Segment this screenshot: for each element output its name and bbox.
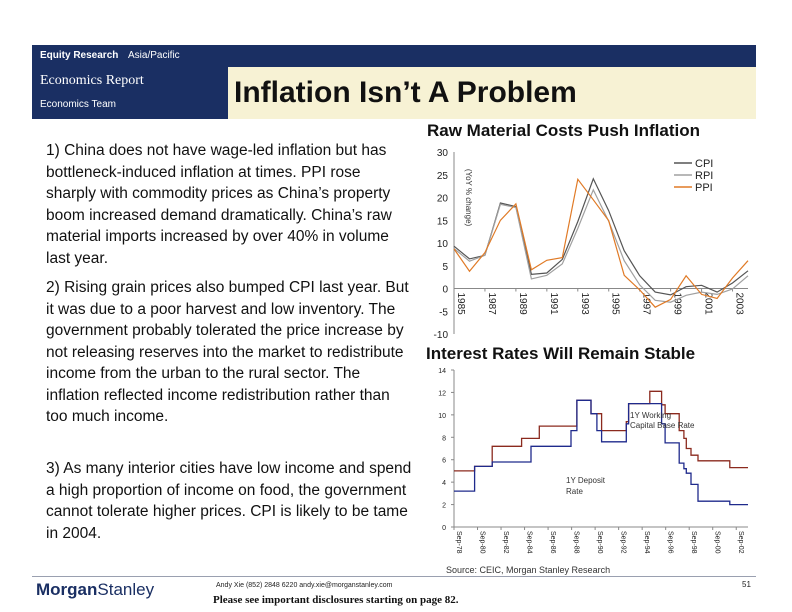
page-title: Inflation Isn’t A Problem [234, 76, 577, 109]
chart1-series-cpi-line [453, 177, 749, 296]
chart1-x-tick: 1995 [610, 293, 621, 316]
chart1-x-tick: 2001 [703, 293, 714, 316]
working-capital-annotation-line2: Capital Base Rate [630, 421, 695, 430]
chart1-y-tick: 20 [437, 194, 449, 205]
region-label: Asia/Pacific [128, 50, 180, 61]
chart1-x-tick: 1999 [672, 293, 683, 316]
chart2-y-tick: 2 [442, 503, 446, 510]
report-type: Economics Report [40, 73, 144, 88]
logo-word-2: Stanley [97, 580, 155, 599]
chart2-x-tick: Sep-92 [620, 531, 627, 554]
chart2-y-tick: 12 [438, 390, 446, 397]
chart1-y-tick: 25 [437, 171, 449, 182]
chart1-legend-rpi: RPI [695, 170, 713, 182]
chart1-x-tick: 2003 [734, 293, 745, 316]
chart1-x-tick: 1993 [579, 293, 590, 316]
chart2-x-tick: Sep-90 [596, 531, 603, 554]
chart1-series-ppi-line [453, 177, 749, 308]
chart2-x-tick: Sep-94 [643, 531, 650, 554]
team-name: Economics Team [40, 99, 116, 110]
chart2-y-tick: 4 [442, 480, 446, 487]
chart2-x-tick: Sep-84 [526, 531, 533, 554]
chart1-series-rpi-line [453, 188, 749, 303]
page-number: 51 [742, 580, 751, 589]
deposit-rate-annotation-line1: 1Y Deposit [566, 476, 606, 485]
section-label: Equity Research [40, 50, 119, 61]
chart1-y-tick: -5 [439, 307, 448, 318]
source-note: Source: CEIC, Morgan Stanley Research [446, 565, 611, 575]
interest-rate-chart: 0 2 4 6 8 10 12 14 Sep-78 Sep-80 Sep-82 Sep-84 Sep-… [438, 368, 748, 554]
body-point-3: 3) As many interior cities have low inco… [46, 460, 412, 542]
chart1-x-tick: 1989 [517, 293, 528, 316]
chart2-y-tick: 10 [438, 413, 446, 420]
chart1-y-tick: 15 [437, 216, 449, 227]
title-band: Inflation Isn’t A Problem [228, 67, 756, 119]
chart1-y-tick: 5 [442, 262, 448, 273]
chart1-y-tick: 30 [437, 148, 449, 159]
chart2-title: Interest Rates Will Remain Stable [426, 344, 696, 363]
chart2-y-tick: 8 [442, 435, 446, 442]
chart2-x-tick: Sep-80 [479, 531, 486, 554]
chart2-y-tick: 14 [438, 368, 446, 375]
chart1-x-tick: 1991 [548, 293, 559, 316]
chart1-y-tick: -10 [434, 330, 449, 340]
deposit-rate-annotation-line2: Rate [566, 487, 583, 496]
disclosure-note: Please see important disclosures startin… [213, 594, 459, 606]
body-point-2: 2) Rising grain prices also bumped CPI l… [46, 279, 409, 425]
body-point-1: 1) China does not have wage-led inflatio… [46, 142, 392, 267]
chart1-x-tick: 1987 [486, 293, 497, 316]
chart1-x-tick: 1997 [641, 293, 652, 316]
chart2-x-tick: Sep-88 [573, 531, 580, 554]
chart1-legend-ppi: PPI [695, 182, 713, 194]
inflation-chart: (YoY % change) -10 -5 0 5 10 15 20 25 30 1985 198… [434, 148, 749, 340]
morgan-stanley-logo: MorganStanley [36, 580, 154, 600]
chart2-x-tick: Sep-86 [549, 531, 556, 554]
chart2-y-tick: 0 [442, 525, 446, 532]
chart1-x-tick: 1985 [455, 293, 466, 316]
chart2-x-tick: Sep-02 [737, 531, 744, 554]
chart1-y-tick: 0 [442, 285, 448, 296]
report-info-band: Economics Report Economics Team [32, 67, 228, 119]
chart2-x-tick: Sep-82 [502, 531, 509, 554]
chart2-x-tick: Sep-00 [714, 531, 721, 554]
analyst-contact: Andy Xie (852) 2848 6220 andy.xie@morgan… [216, 582, 393, 589]
footer-divider [32, 576, 756, 577]
chart2-x-tick: Sep-78 [455, 531, 462, 554]
top-header-bar: Equity Research Asia/Pacific [32, 45, 756, 67]
chart1-title: Raw Material Costs Push Inflation [427, 121, 700, 140]
logo-word-1: Morgan [36, 580, 98, 599]
chart2-x-tick: Sep-98 [690, 531, 697, 554]
working-capital-annotation-line1: 1Y Working [630, 411, 671, 420]
chart2-x-tick: Sep-96 [667, 531, 674, 554]
chart2-y-tick: 6 [442, 458, 446, 465]
chart1-y-axis-label: (YoY % change) [464, 169, 473, 227]
chart2-deposit-rate-line [454, 399, 748, 506]
chart1-y-tick: 10 [437, 239, 449, 250]
chart1-legend-cpi: CPI [695, 158, 713, 170]
